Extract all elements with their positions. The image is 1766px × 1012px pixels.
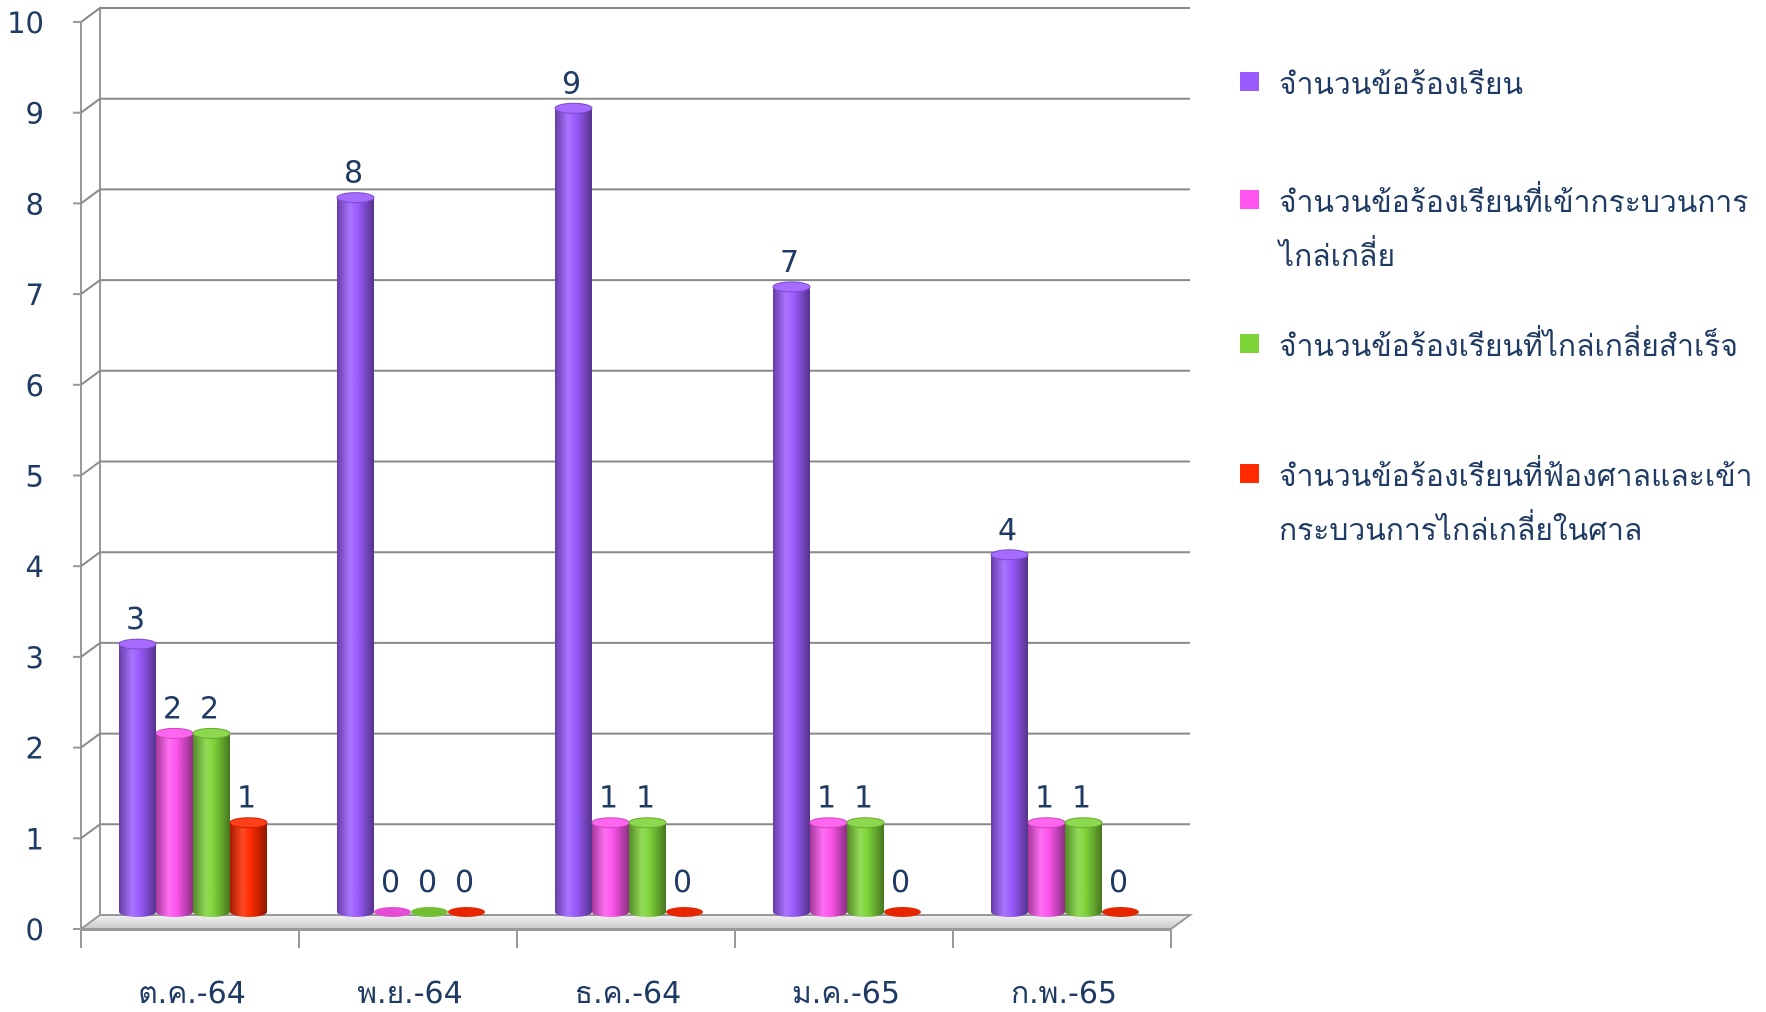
gridline — [80, 97, 1190, 114]
x-tick-label: ม.ค.-65 — [792, 976, 900, 1008]
bars — [118, 102, 1139, 918]
legend-item: จำนวนข้อร้องเรียนที่ไกล่เกลี่ยสำเร็จ — [1240, 320, 1759, 374]
x-tick-label: ก.พ.-65 — [1011, 976, 1117, 1008]
y-tick-label: 1 — [26, 822, 44, 856]
chart-floor — [77, 914, 1194, 930]
bar — [411, 907, 448, 917]
y-axis: 0 1 2 3 4 5 6 7 8 9 10 — [7, 6, 81, 947]
data-label: 0 — [1109, 865, 1128, 900]
data-label: 0 — [673, 865, 692, 900]
y-tick-label: 2 — [26, 732, 44, 766]
data-label: 9 — [562, 66, 581, 101]
gridline — [80, 279, 1190, 295]
data-label: 1 — [599, 781, 618, 816]
data-label: 1 — [1035, 781, 1054, 816]
x-axis: ต.ค.-64 พ.ย.-64 ธ.ค.-64 ม.ค.-65 ก.พ.-65 — [80, 929, 1172, 1011]
data-label: 1 — [817, 781, 836, 816]
y-tick-label: 0 — [26, 913, 44, 947]
data-label: 1 — [1072, 781, 1091, 816]
bar — [666, 907, 703, 917]
legend-item: จำนวนข้อร้องเรียนที่เข้ากระบวนการไกล่เกล… — [1240, 176, 1759, 284]
data-label: 7 — [780, 245, 799, 280]
gridline — [80, 460, 1190, 477]
bar — [846, 817, 885, 918]
data-label: 0 — [418, 865, 437, 900]
y-tick-label: 5 — [26, 460, 44, 494]
legend-item: จำนวนข้อร้องเรียน — [1240, 58, 1759, 112]
legend-label: จำนวนข้อร้องเรียน — [1279, 67, 1524, 102]
legend-swatch — [1240, 464, 1259, 483]
y-tick-label: 6 — [26, 369, 44, 403]
legend-label: จำนวนข้อร้องเรียนที่เข้ากระบวนการไกล่เกล… — [1279, 185, 1749, 274]
bar — [155, 727, 194, 918]
legend-label: จำนวนข้อร้องเรียนที่ไกล่เกลี่ยสำเร็จ — [1279, 329, 1738, 364]
data-label: 4 — [998, 513, 1017, 548]
data-label: 2 — [200, 691, 219, 726]
bar — [374, 907, 411, 917]
data-label: 0 — [455, 865, 474, 900]
bar — [772, 281, 811, 918]
bar — [1064, 817, 1103, 918]
bar — [1027, 817, 1066, 918]
bar — [336, 192, 375, 918]
legend-label: จำนวนข้อร้องเรียนที่ฟ้องศาลและเข้ากระบวน… — [1279, 459, 1753, 548]
data-label: 1 — [854, 781, 873, 816]
data-label: 0 — [381, 865, 400, 900]
bar — [554, 102, 593, 918]
bar — [809, 817, 848, 918]
y-tick-label: 9 — [26, 97, 44, 131]
data-label: 1 — [636, 781, 655, 816]
data-label: 8 — [344, 156, 363, 191]
data-label: 3 — [126, 602, 145, 637]
gridline — [80, 369, 1190, 386]
y-tick-label: 8 — [26, 187, 44, 221]
legend-swatch — [1240, 72, 1259, 91]
legend-item: จำนวนข้อร้องเรียนที่ฟ้องศาลและเข้ากระบวน… — [1240, 450, 1759, 558]
x-tick-label: พ.ย.-64 — [357, 976, 462, 1008]
data-label: 2 — [163, 691, 182, 726]
data-label: 0 — [891, 865, 910, 900]
bar — [628, 817, 667, 918]
bar — [1102, 907, 1139, 917]
bar — [884, 907, 921, 917]
data-label: 1 — [237, 781, 256, 816]
bar — [229, 817, 268, 918]
y-tick-label: 10 — [7, 6, 44, 40]
gridline — [80, 7, 1190, 23]
bar — [118, 638, 157, 917]
bar — [591, 817, 630, 918]
bar — [990, 549, 1029, 918]
legend-swatch — [1240, 190, 1259, 209]
y-tick-label: 7 — [26, 278, 44, 312]
bar — [448, 907, 485, 917]
y-tick-label: 4 — [26, 550, 44, 584]
bar — [192, 727, 231, 918]
legend-swatch — [1240, 334, 1259, 353]
x-tick-label: ธ.ค.-64 — [575, 976, 681, 1008]
y-tick-label: 3 — [26, 641, 44, 675]
floor — [77, 914, 1194, 930]
x-tick-label: ต.ค.-64 — [138, 976, 246, 1008]
gridline — [80, 188, 1190, 205]
